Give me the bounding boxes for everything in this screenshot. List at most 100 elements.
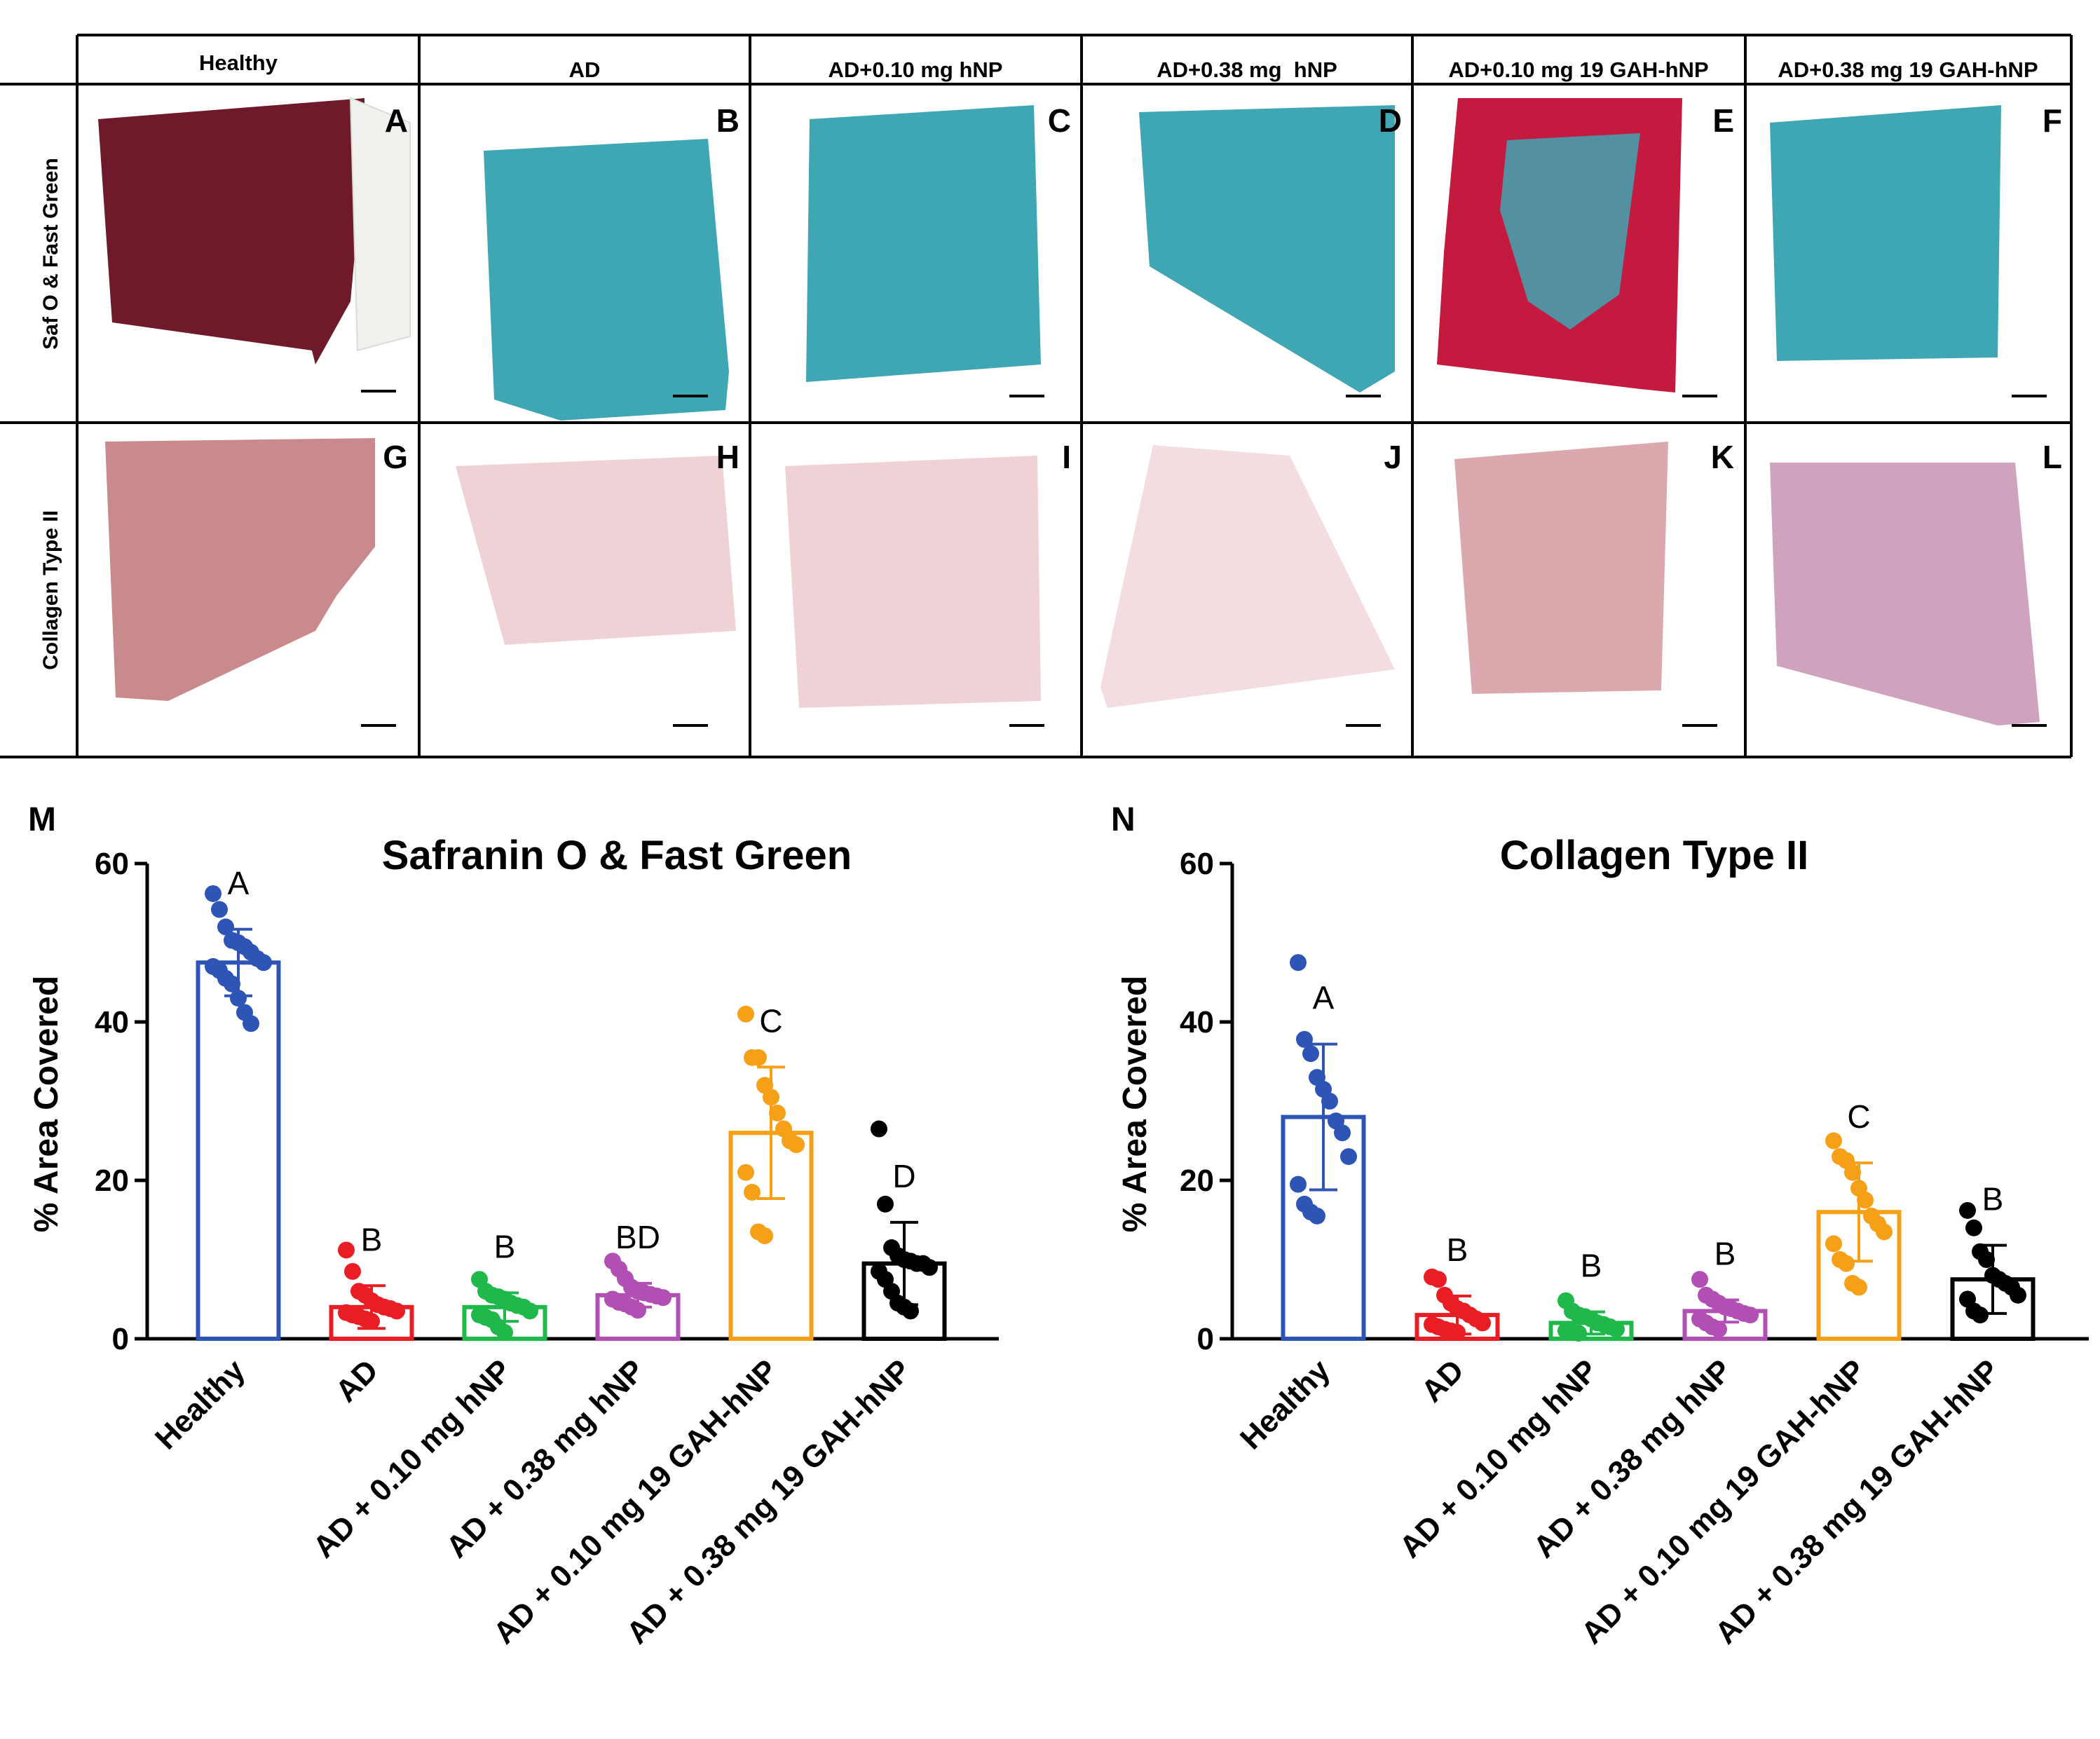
- data-point-ad: [1430, 1271, 1447, 1288]
- column-header-ad-038-hnp: AD+0.38 mg hNP: [1157, 57, 1337, 82]
- data-point-ad-0-38-mg-19-gah-hnp: [1972, 1307, 1989, 1324]
- data-point-ad: [344, 1262, 361, 1280]
- data-point-ad-0-38-mg-hnp: [1691, 1271, 1708, 1288]
- data-point-ad: [1449, 1323, 1466, 1341]
- data-point-ad-0-10-mg-hnp: [1570, 1325, 1587, 1342]
- y-tick-label: 0: [112, 1322, 129, 1356]
- significance-letter-ad-0-10-mg-hnp: B: [1581, 1248, 1602, 1284]
- chart-n-panel-letter: N: [1111, 801, 1136, 838]
- histology-grid: Healthy AD AD+0.10 mg hNP AD+0.38 mg hNP…: [0, 34, 2073, 758]
- section-h-ad-col2: [456, 456, 736, 645]
- panel-letter-a: A: [385, 102, 408, 139]
- data-point-ad-0-10-mg-19-gah-hnp: [744, 1183, 761, 1201]
- data-point-healthy: [230, 990, 247, 1007]
- row-labels: Saf O & Fast Green Collagen Type II: [39, 158, 62, 670]
- row-label-collagen: Collagen Type II: [39, 510, 62, 670]
- data-point-healthy: [243, 1015, 259, 1032]
- section-k-gah010-col2: [1454, 442, 1668, 694]
- data-point-ad-0-38-mg-19-gah-hnp: [877, 1195, 894, 1213]
- y-tick-label: 40: [1180, 1005, 1214, 1039]
- data-point-ad-0-10-mg-19-gah-hnp: [750, 1049, 767, 1066]
- chart-m-safranin: M Safranin O & Fast Green % Area Covered…: [28, 801, 999, 1651]
- data-point-ad-0-10-mg-19-gah-hnp: [1857, 1192, 1874, 1209]
- panel-letter-h: H: [716, 439, 739, 475]
- significance-letter-ad: B: [361, 1221, 383, 1257]
- panel-letter-j: J: [1384, 439, 1402, 475]
- data-point-ad-0-38-mg-hnp: [1710, 1321, 1727, 1338]
- panel-letter-f: F: [2043, 102, 2062, 139]
- data-point-healthy: [1321, 1093, 1338, 1110]
- data-point-ad-0-10-mg-19-gah-hnp: [1844, 1164, 1861, 1181]
- bar-healthy: [196, 960, 281, 1341]
- significance-letter-healthy: A: [1313, 980, 1335, 1016]
- section-b-ad-safo: [484, 139, 729, 421]
- panel-letter-g: G: [383, 439, 408, 475]
- chart-m-y-axis-label: % Area Covered: [28, 976, 65, 1232]
- data-point-ad: [388, 1302, 405, 1320]
- column-headers: Healthy AD AD+0.10 mg hNP AD+0.38 mg hNP…: [199, 50, 2038, 82]
- category-label-ad-0-38-mg-19-gah-hnp: AD + 0.38 mg 19 GAH-hNP: [620, 1353, 918, 1651]
- category-label-ad: AD: [1414, 1353, 1471, 1409]
- data-point-ad-0-10-mg-19-gah-hnp: [737, 1164, 754, 1181]
- category-label-ad: AD: [329, 1353, 385, 1409]
- data-point-ad-0-38-mg-19-gah-hnp: [1959, 1201, 1976, 1219]
- category-label-ad-0-10-mg-19-gah-hnp: AD + 0.10 mg 19 GAH-hNP: [487, 1353, 785, 1651]
- data-point-healthy: [224, 975, 240, 993]
- data-point-ad-0-10-mg-hnp: [496, 1323, 513, 1341]
- data-point-ad-0-10-mg-hnp: [521, 1302, 538, 1320]
- data-point-ad-0-10-mg-19-gah-hnp: [1850, 1278, 1867, 1296]
- y-tick-label: 60: [1180, 847, 1214, 881]
- y-tick-label: 40: [95, 1005, 129, 1039]
- data-point-ad: [363, 1313, 380, 1330]
- data-point-ad: [338, 1241, 355, 1259]
- section-l-gah038-col2: [1770, 463, 2040, 725]
- significance-letter-ad-0-38-mg-19-gah-hnp: D: [892, 1158, 915, 1194]
- data-point-ad-0-38-mg-19-gah-hnp: [921, 1259, 938, 1276]
- panel-letter-c: C: [1048, 102, 1071, 139]
- column-header-healthy: Healthy: [199, 50, 278, 75]
- data-point-ad-0-38-mg-19-gah-hnp: [1978, 1251, 1995, 1268]
- section-g-healthy-col2: [105, 438, 375, 701]
- panel-letter-k: K: [1711, 439, 1734, 475]
- data-point-ad-0-10-mg-19-gah-hnp: [756, 1227, 773, 1245]
- data-point-ad-0-10-mg-19-gah-hnp: [1838, 1255, 1855, 1272]
- panel-letter-b: B: [716, 102, 739, 139]
- data-point-ad-0-10-mg-19-gah-hnp: [1825, 1132, 1842, 1150]
- data-point-ad-0-10-mg-19-gah-hnp: [763, 1089, 779, 1106]
- significance-letter-ad-0-38-mg-hnp: BD: [615, 1219, 660, 1255]
- data-point-healthy: [211, 901, 228, 918]
- category-label-ad-0-10-mg-19-gah-hnp: AD + 0.10 mg 19 GAH-hNP: [1575, 1353, 1873, 1651]
- y-tick-label: 0: [1197, 1322, 1214, 1356]
- y-tick-label: 20: [95, 1164, 129, 1198]
- tissue-sections: [98, 97, 2040, 725]
- data-point-healthy: [217, 918, 234, 936]
- data-point-ad-0-10-mg-19-gah-hnp: [769, 1104, 786, 1121]
- data-point-ad-0-38-mg-19-gah-hnp: [1965, 1219, 1982, 1236]
- data-point-ad-0-38-mg-hnp: [1742, 1307, 1759, 1324]
- section-f-gah038-safo: [1770, 105, 2001, 361]
- data-point-ad-0-38-mg-19-gah-hnp: [2010, 1286, 2026, 1304]
- data-point-healthy: [1290, 1175, 1307, 1193]
- section-d-hnp038-safo: [1139, 105, 1395, 393]
- scale-bars: [361, 390, 2047, 727]
- y-tick-label: 60: [95, 847, 129, 881]
- section-a-healthy-safo: [98, 98, 364, 364]
- data-point-ad-0-38-mg-19-gah-hnp: [902, 1302, 919, 1320]
- chart-m-title: Safranin O & Fast Green: [382, 833, 852, 878]
- data-point-ad-0-10-mg-19-gah-hnp: [737, 1005, 754, 1023]
- panel-letter-i: I: [1062, 439, 1071, 475]
- column-header-ad-010-gah: AD+0.10 mg 19 GAH-hNP: [1448, 57, 1708, 82]
- data-point-healthy: [1290, 954, 1307, 971]
- significance-letter-ad-0-10-mg-hnp: B: [494, 1228, 516, 1264]
- row-label-safo: Saf O & Fast Green: [39, 158, 62, 349]
- section-e-gah010-green-center: [1500, 133, 1640, 329]
- grid-lines: [0, 34, 2073, 758]
- data-point-ad-0-10-mg-19-gah-hnp: [1876, 1223, 1893, 1241]
- column-header-ad-038-gah: AD+0.38 mg 19 GAH-hNP: [1778, 57, 2038, 82]
- category-label-healthy: Healthy: [149, 1353, 252, 1456]
- section-i-hnp010-col2: [785, 456, 1041, 708]
- data-point-ad-0-38-mg-hnp: [629, 1302, 646, 1319]
